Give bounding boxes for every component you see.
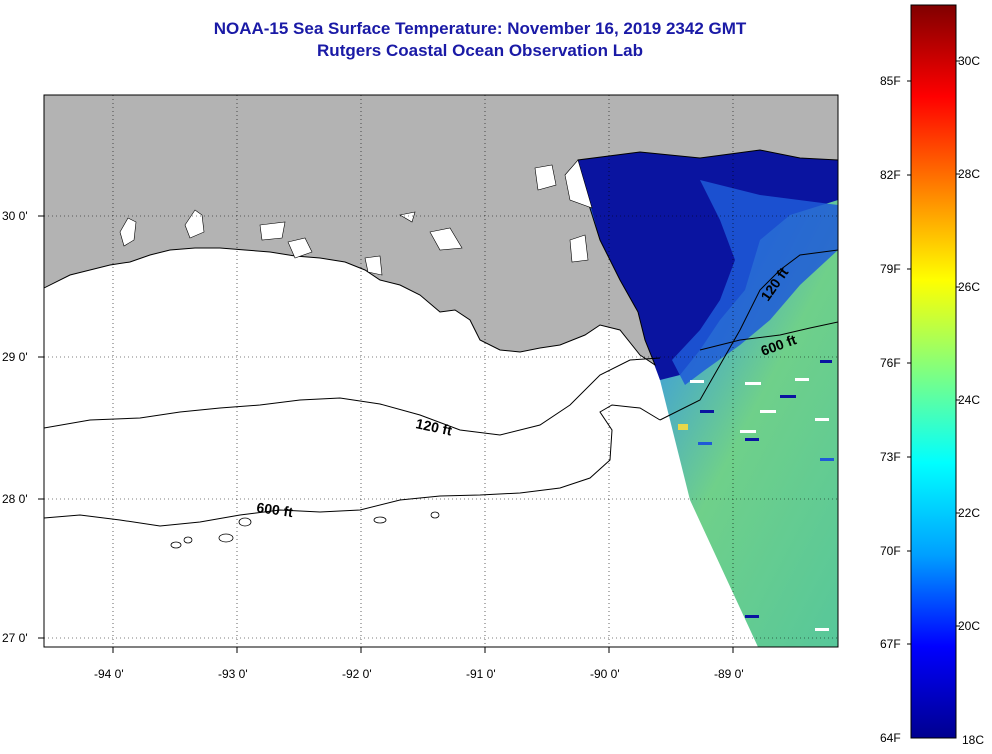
lon-label-90: -90 0' xyxy=(590,667,620,681)
colorbar-f-73: 73F xyxy=(880,450,901,464)
colorbar-f-79: 79F xyxy=(880,262,901,276)
colorbar-c-30: 30C xyxy=(958,54,980,68)
map-title: NOAA-15 Sea Surface Temperature: Novembe… xyxy=(0,18,960,62)
lat-label-30: 30 0' xyxy=(2,209,28,223)
colorbar-f-82: 82F xyxy=(880,168,901,182)
lon-label-91: -91 0' xyxy=(466,667,496,681)
lat-label-29: 29 0' xyxy=(2,350,28,364)
colorbar-c-28: 28C xyxy=(958,167,980,181)
contour-label-600ft-west: 600 ft xyxy=(256,499,295,520)
contour-label-120ft-west: 120 ft xyxy=(414,415,453,438)
colorbar-ticks xyxy=(907,60,960,645)
colorbar-c-22: 22C xyxy=(958,506,980,520)
colorbar-f-70: 70F xyxy=(880,544,901,558)
colorbar xyxy=(910,4,957,739)
isobath-600ft xyxy=(44,404,661,527)
inland-water xyxy=(119,159,593,276)
colorbar-c-24: 24C xyxy=(958,393,980,407)
colorbar-c-26: 26C xyxy=(958,280,980,294)
isobath-600ft-east xyxy=(699,321,838,351)
lon-label-94: -94 0' xyxy=(94,667,124,681)
lon-label-92: -92 0' xyxy=(342,667,372,681)
colorbar-f-67: 67F xyxy=(880,637,901,651)
title-line-1: NOAA-15 Sea Surface Temperature: Novembe… xyxy=(213,19,747,38)
lon-label-93: -93 0' xyxy=(218,667,248,681)
map-frame xyxy=(43,94,839,648)
lat-label-28: 28 0' xyxy=(2,492,28,506)
lon-label-89: -89 0' xyxy=(714,667,744,681)
sst-shelf-water xyxy=(672,180,838,385)
axis-ticks xyxy=(38,215,734,653)
colorbar-c-18: 18C xyxy=(962,733,984,747)
shoal-outlines xyxy=(170,511,440,549)
title-line-2: Rutgers Coastal Ocean Observation Lab xyxy=(317,41,643,60)
colorbar-f-76: 76F xyxy=(880,356,901,370)
lat-label-27: 27 0' xyxy=(2,631,28,645)
isobath-120ft xyxy=(44,357,661,436)
colorbar-c-20: 20C xyxy=(958,619,980,633)
colorbar-f-64: 64F xyxy=(880,731,901,745)
sst-cloud-speckle xyxy=(678,360,834,631)
isobath-120ft-east xyxy=(659,249,838,421)
colorbar-f-85: 85F xyxy=(880,74,901,88)
